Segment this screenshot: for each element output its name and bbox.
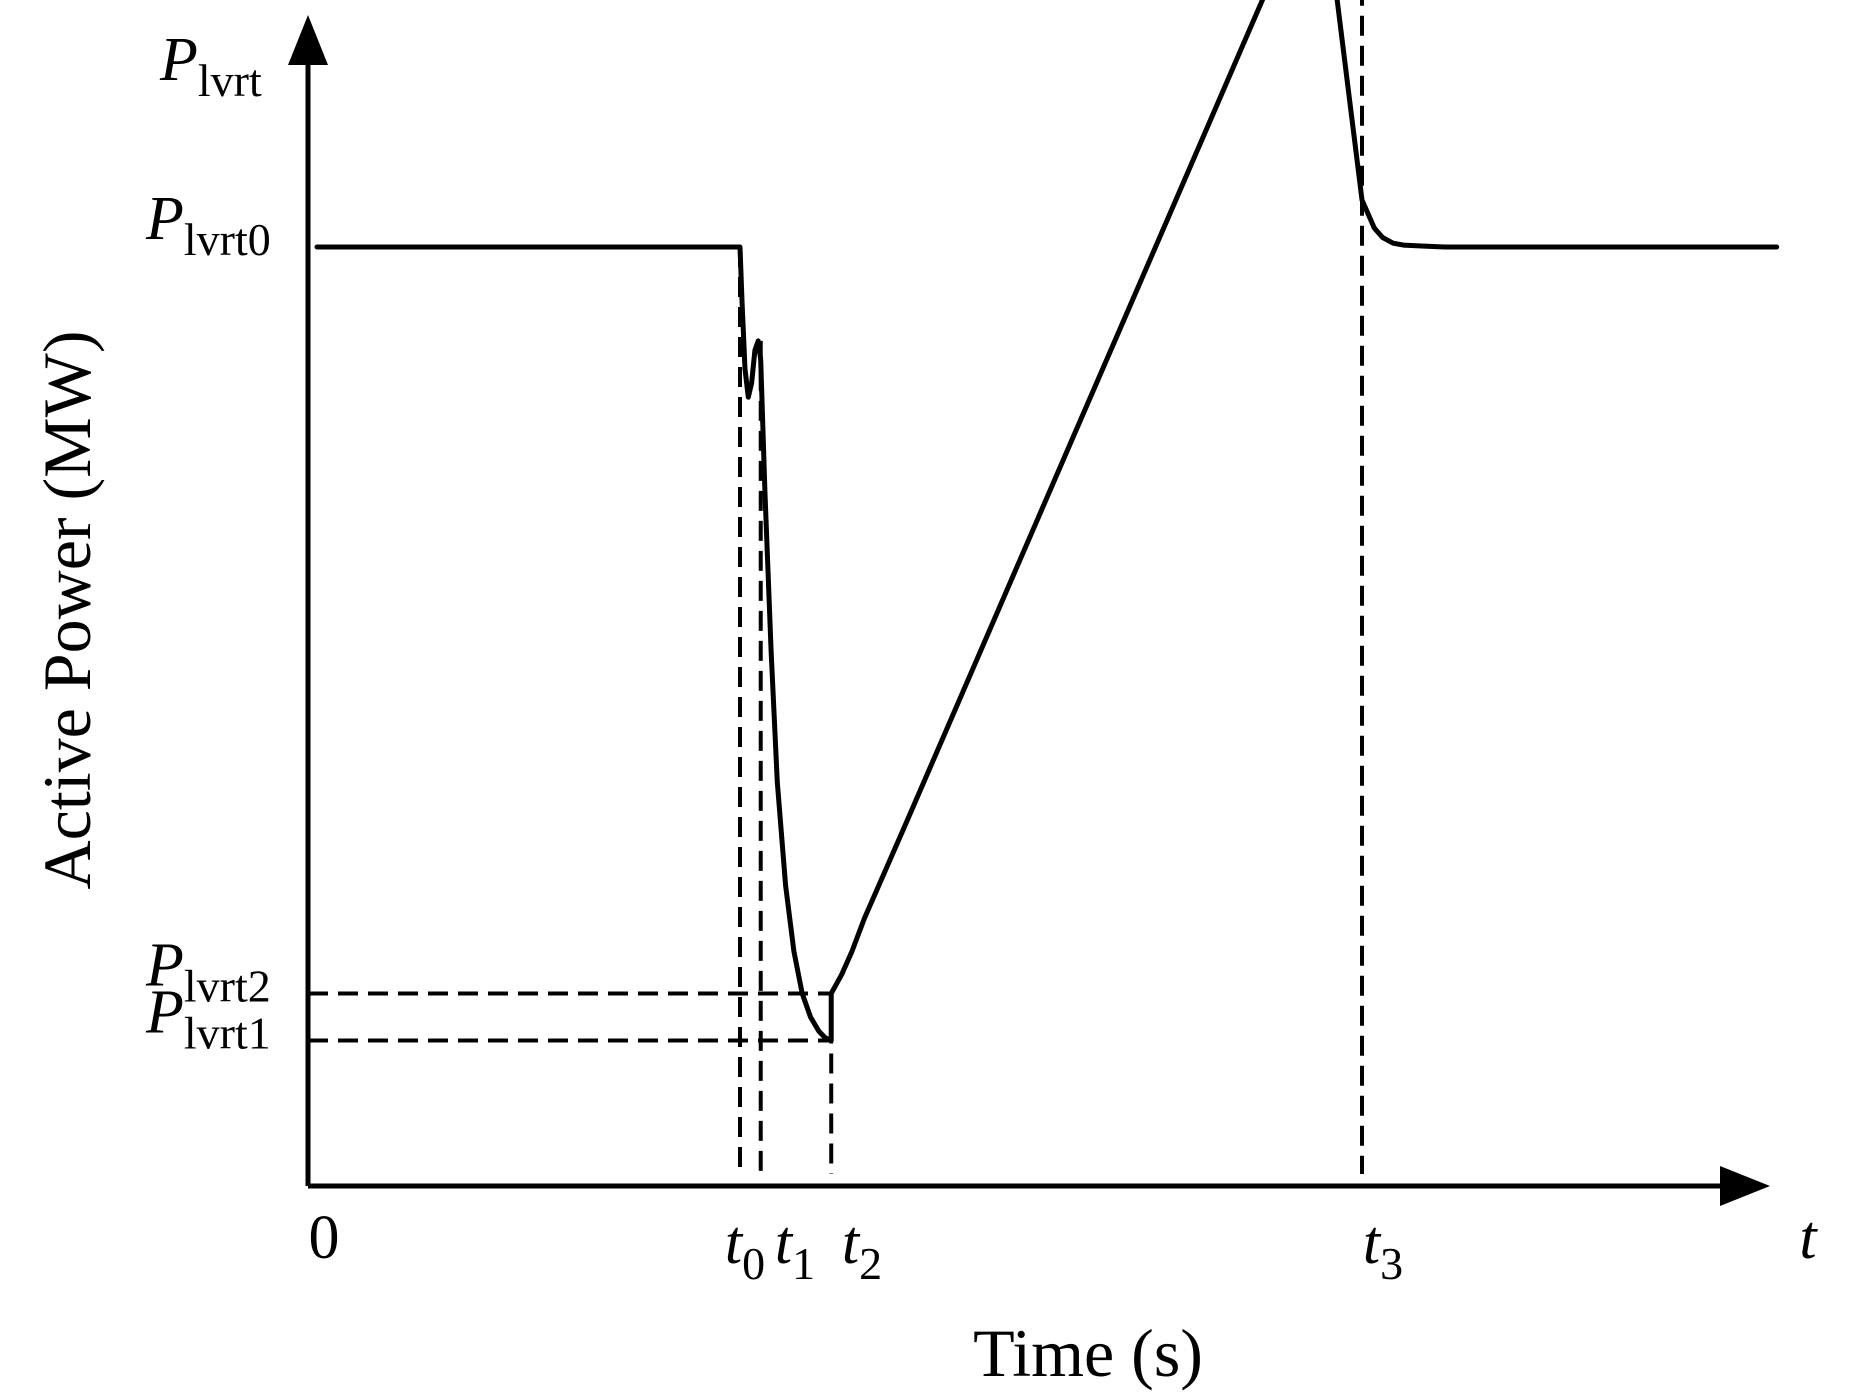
x-tick-label-t3: t3 [1363,1209,1403,1289]
x-tick-label-t2-sub: 2 [859,1238,882,1289]
x-tick-label-t0: t0 [725,1209,765,1289]
y-tick-label-lvrt2: Plvrt2 [145,932,271,1012]
y-axis-arrowhead [288,15,328,65]
y-tick-label-lvrt1: Plvrt1 [145,978,271,1058]
y-tick-label-lvrt0-sub: lvrt0 [184,214,271,265]
x-tick-label-t3-sub: 3 [1380,1238,1403,1289]
x-tick-label-t1: t1 [775,1209,815,1289]
x-axis-label: Time (s) [973,1315,1203,1391]
y-tick-label-lvrt0: Plvrt0 [145,185,271,265]
origin-label: 0 [309,1204,340,1272]
x-axis-arrowhead [1720,1166,1770,1206]
x-tick-label-t1-main: t [775,1209,794,1277]
y-tick-label-lvrt2-main: P [145,932,184,1000]
y-axis-symbol-sub: lvrt [198,55,262,106]
x-tick-label-t0-main: t [725,1209,744,1277]
x-tick-label-t1-sub: 1 [792,1238,815,1289]
y-tick-label-lvrt2-sub: lvrt2 [184,961,271,1012]
y-tick-label-lvrt0-main: P [145,185,184,253]
y-axis-symbol: Plvrt [159,26,262,106]
x-axis-symbol-main: t [1799,1204,1818,1272]
x-axis-symbol: t [1799,1204,1818,1272]
y-axis-label: Active Power (MW) [29,331,105,890]
x-tick-label-t3-main: t [1363,1209,1382,1277]
x-tick-label-t0-sub: 0 [742,1238,765,1289]
y-tick-label-lvrt1-main: P [145,978,184,1046]
series-line-0 [314,0,1780,1043]
x-tick-label-t2-main: t [842,1209,861,1277]
y-axis-symbol-main: P [159,26,198,94]
y-tick-label-lvrt1-sub: lvrt1 [184,1007,271,1058]
x-tick-label-t2: t2 [842,1209,882,1289]
